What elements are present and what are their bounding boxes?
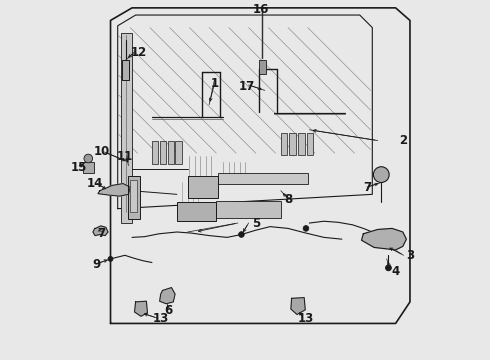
Circle shape bbox=[373, 167, 389, 183]
Bar bbox=[152, 140, 158, 164]
Text: 11: 11 bbox=[117, 150, 133, 163]
Circle shape bbox=[108, 256, 113, 261]
Text: 12: 12 bbox=[131, 46, 147, 59]
Bar bbox=[259, 60, 266, 74]
Text: 1: 1 bbox=[211, 77, 219, 90]
Bar bbox=[216, 201, 281, 218]
Text: 10: 10 bbox=[94, 145, 110, 158]
Polygon shape bbox=[362, 228, 406, 250]
Text: 15: 15 bbox=[71, 161, 88, 174]
Circle shape bbox=[386, 265, 392, 271]
Text: 2: 2 bbox=[399, 134, 407, 147]
Polygon shape bbox=[98, 184, 130, 196]
Bar bbox=[168, 140, 174, 164]
Bar bbox=[188, 176, 218, 198]
Circle shape bbox=[84, 154, 93, 163]
Polygon shape bbox=[160, 288, 175, 304]
Bar bbox=[175, 140, 182, 164]
Bar bbox=[130, 180, 137, 212]
Text: 3: 3 bbox=[406, 249, 414, 262]
Polygon shape bbox=[291, 298, 305, 315]
Text: 17: 17 bbox=[239, 80, 255, 93]
Polygon shape bbox=[93, 226, 108, 235]
Circle shape bbox=[303, 226, 309, 231]
Bar bbox=[298, 134, 304, 155]
Text: 13: 13 bbox=[152, 311, 169, 325]
Text: 14: 14 bbox=[86, 177, 102, 190]
Text: 9: 9 bbox=[92, 258, 100, 271]
Bar bbox=[290, 134, 296, 155]
Text: 7: 7 bbox=[98, 227, 106, 240]
Text: 16: 16 bbox=[253, 3, 270, 16]
Bar bbox=[160, 140, 166, 164]
Text: 8: 8 bbox=[284, 193, 292, 206]
Bar bbox=[83, 162, 94, 173]
Bar bbox=[177, 202, 216, 221]
Bar bbox=[122, 33, 132, 223]
Bar bbox=[281, 134, 287, 155]
Circle shape bbox=[239, 231, 245, 237]
Polygon shape bbox=[135, 301, 147, 316]
Text: 7: 7 bbox=[363, 181, 371, 194]
Text: 6: 6 bbox=[164, 305, 172, 318]
Text: 5: 5 bbox=[252, 216, 260, 230]
Bar bbox=[218, 173, 308, 184]
Bar bbox=[122, 60, 129, 80]
Text: 4: 4 bbox=[392, 265, 400, 278]
Bar bbox=[128, 176, 140, 220]
Bar bbox=[307, 134, 313, 155]
Text: 13: 13 bbox=[298, 311, 314, 325]
